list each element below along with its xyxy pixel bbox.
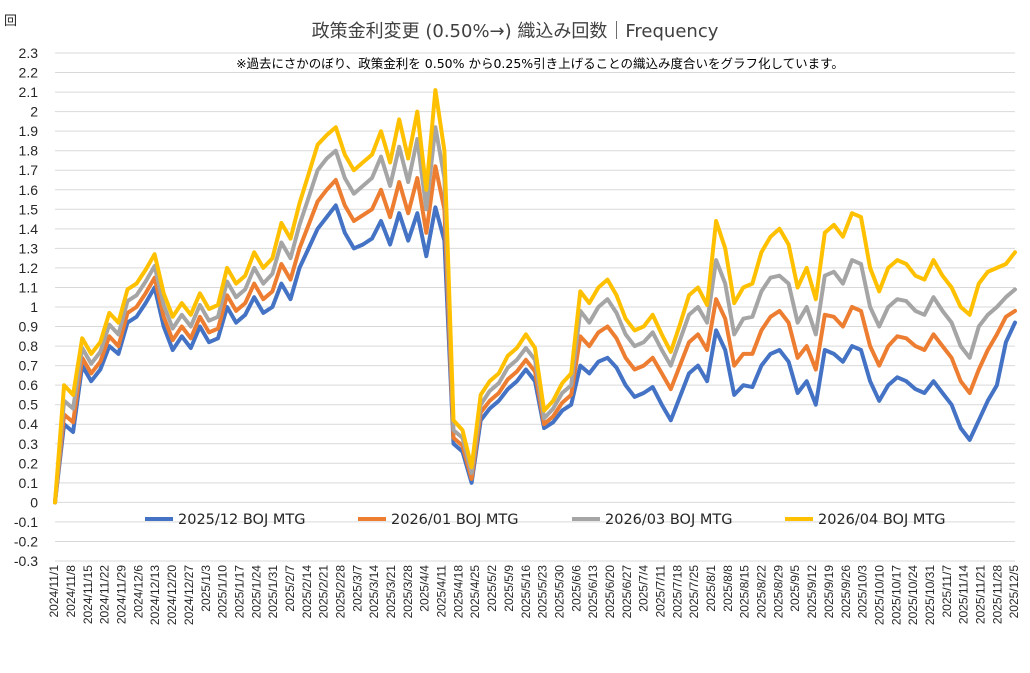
- x-axis-ticks: 2024/11/1 2024/11/8 2024/11/15 2024/11/22 20…: [47, 565, 1021, 625]
- y-axis-unit-label: 回: [4, 14, 17, 29]
- x-tick-label: 2025/5/2: [485, 565, 499, 612]
- y-tick-label: 0.8: [19, 338, 39, 354]
- legend-label-1: 2026/01 BOJ MTG: [391, 512, 518, 528]
- x-tick-label: 2025/11/28: [990, 565, 1004, 624]
- x-tick-label: 2024/12/27: [182, 565, 196, 625]
- y-tick-label: 1.3: [19, 240, 39, 256]
- x-tick-label: 2025/9/5: [788, 565, 802, 612]
- x-tick-label: 2025/1/31: [266, 565, 280, 619]
- y-axis-ticks: 2.3 2.2 2.1 2 1.9 1.8 1.7 1.6 1.5 1.4 1.3 1.2 1.1 1 0.…: [14, 45, 38, 569]
- x-tick-label: 2025/6/13: [586, 565, 600, 619]
- y-tick-label: 2.2: [19, 65, 39, 81]
- x-tick-label: 2025/3/28: [401, 565, 415, 619]
- legend: 2025/12 BOJ MTG 2026/01 BOJ MTG 2026/03 BO…: [145, 512, 945, 528]
- x-tick-label: 2025/4/11: [435, 565, 449, 618]
- x-tick-label: 2024/12/6: [131, 565, 145, 619]
- x-tick-label: 2025/1/10: [216, 565, 230, 619]
- y-tick-label: 0.4: [19, 416, 39, 432]
- x-tick-label: 2024/12/20: [165, 565, 179, 625]
- x-tick-label: 2025/2/21: [317, 565, 331, 619]
- x-tick-label: 2025/1/3: [199, 565, 213, 612]
- x-tick-label: 2025/11/21: [973, 565, 987, 624]
- x-tick-label: 2025/5/23: [536, 565, 550, 619]
- y-tick-label: -0.2: [14, 533, 38, 549]
- y-tick-label: 0.7: [19, 358, 39, 374]
- x-tick-label: 2025/6/6: [569, 565, 583, 612]
- x-tick-label: 2025/10/10: [872, 565, 886, 625]
- x-tick-label: 2025/10/24: [906, 565, 920, 625]
- x-tick-label: 2025/8/15: [738, 565, 752, 619]
- x-tick-label: 2024/11/15: [81, 565, 95, 624]
- y-tick-label: 0.1: [19, 475, 39, 491]
- y-tick-label: 0.6: [19, 377, 39, 393]
- x-tick-label: 2024/12/13: [148, 565, 162, 625]
- x-tick-label: 2025/8/22: [755, 565, 769, 619]
- y-tick-label: 1.6: [19, 182, 39, 198]
- x-tick-label: 2025/7/18: [670, 565, 684, 619]
- y-tick-label: 0.2: [19, 455, 39, 471]
- x-tick-label: 2024/11/29: [115, 565, 129, 624]
- y-tick-label: 1.2: [19, 260, 39, 276]
- y-tick-label: 1.8: [19, 143, 39, 159]
- y-tick-label: 2.3: [19, 45, 39, 61]
- y-tick-label: 0.5: [19, 397, 39, 413]
- x-tick-label: 2025/5/16: [519, 565, 533, 619]
- series-lines: [53, 88, 1017, 505]
- x-tick-label: 2025/6/20: [603, 565, 617, 619]
- x-tick-label: 2025/1/17: [232, 565, 246, 619]
- y-tick-label: 0: [30, 494, 38, 510]
- legend-label-0: 2025/12 BOJ MTG: [178, 512, 305, 528]
- x-tick-label: 2025/5/30: [552, 565, 566, 619]
- x-tick-label: 2025/10/3: [856, 565, 870, 619]
- x-tick-label: 2025/4/25: [468, 565, 482, 619]
- gridlines: [55, 52, 1015, 562]
- series-line-3: [53, 88, 1017, 505]
- x-tick-label: 2025/3/14: [367, 565, 381, 619]
- x-tick-label: 2025/10/31: [923, 565, 937, 625]
- x-tick-label: 2025/9/19: [822, 565, 836, 619]
- y-tick-label: -0.1: [14, 514, 38, 530]
- x-tick-label: 2025/2/28: [333, 565, 347, 619]
- x-tick-label: 2025/7/25: [687, 565, 701, 619]
- x-tick-label: 2025/4/18: [451, 565, 465, 619]
- x-tick-label: 2025/8/8: [721, 565, 735, 612]
- x-tick-label: 2025/2/7: [283, 565, 297, 612]
- x-tick-label: 2025/10/17: [889, 565, 903, 625]
- x-tick-label: 2025/3/21: [384, 565, 398, 619]
- x-tick-label: 2025/3/7: [350, 565, 364, 612]
- x-tick-label: 2024/11/1: [47, 565, 61, 618]
- legend-label-3: 2026/04 BOJ MTG: [818, 512, 945, 528]
- y-tick-label: 0.3: [19, 436, 39, 452]
- y-tick-label: 1.5: [19, 201, 39, 217]
- x-tick-label: 2025/1/24: [249, 565, 263, 619]
- x-tick-label: 2025/8/1: [704, 565, 718, 612]
- y-tick-label: -0.3: [14, 553, 38, 569]
- y-tick-label: 1.4: [19, 221, 39, 237]
- x-tick-label: 2025/11/14: [957, 565, 971, 624]
- y-tick-label: 2: [30, 104, 38, 120]
- x-tick-label: 2025/8/29: [771, 565, 785, 619]
- x-tick-label: 2025/7/11: [653, 565, 667, 618]
- y-tick-label: 1.9: [19, 123, 39, 139]
- y-tick-label: 1.7: [19, 162, 39, 178]
- x-tick-label: 2025/6/27: [620, 565, 634, 619]
- x-tick-label: 2025/4/4: [418, 565, 432, 612]
- chart-subtitle: ※過去にさかのぼり、政策金利を 0.50% から0.25%引き上げることの織込み…: [236, 56, 844, 71]
- x-tick-label: 2025/5/9: [502, 565, 516, 612]
- x-tick-label: 2024/11/22: [98, 565, 112, 624]
- y-tick-label: 0.9: [19, 319, 39, 335]
- legend-label-2: 2026/03 BOJ MTG: [605, 512, 732, 528]
- x-tick-label: 2024/11/8: [64, 565, 78, 618]
- x-tick-label: 2025/12/5: [1007, 565, 1021, 619]
- y-tick-label: 1.1: [19, 279, 39, 295]
- x-tick-label: 2025/11/7: [940, 565, 954, 618]
- x-tick-label: 2025/9/12: [805, 565, 819, 619]
- x-tick-label: 2025/9/26: [839, 565, 853, 619]
- x-tick-label: 2025/2/14: [300, 565, 314, 619]
- y-tick-label: 2.1: [19, 84, 39, 100]
- x-tick-label: 2025/7/4: [637, 565, 651, 612]
- y-tick-label: 1: [30, 299, 38, 315]
- chart-title: 政策金利変更 (0.50%→) 織込み回数｜Frequency: [312, 21, 719, 42]
